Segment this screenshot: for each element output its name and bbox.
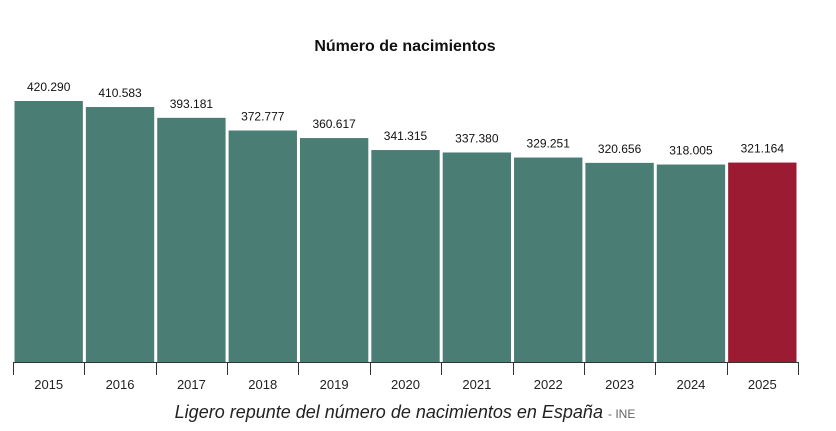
x-tick-label-2018: 2018 (248, 377, 277, 392)
value-label-2017: 393.181 (170, 97, 214, 111)
value-label-2021: 337.380 (455, 131, 499, 145)
caption-source: - INE (607, 407, 636, 421)
x-tick-label-2025: 2025 (748, 377, 777, 392)
value-label-2025: 321.164 (741, 142, 785, 156)
x-tick-label-2022: 2022 (534, 377, 563, 392)
x-tick-label-2023: 2023 (605, 377, 634, 392)
bar-2016 (85, 107, 155, 362)
x-tick-label-2019: 2019 (320, 377, 349, 392)
bar-2025 (728, 162, 797, 362)
value-label-2020: 341.315 (384, 129, 428, 143)
bar-2023 (585, 162, 654, 362)
bar-2019 (299, 138, 369, 362)
value-label-2024: 318.005 (669, 144, 713, 158)
x-tick-label-2015: 2015 (34, 377, 63, 392)
bar-2024 (656, 164, 726, 362)
bar-2022 (514, 157, 583, 362)
bar-2020 (371, 150, 440, 362)
x-tick-label-2016: 2016 (106, 377, 135, 392)
x-tick-label-2021: 2021 (462, 377, 491, 392)
chart-title: Número de nacimientos (314, 38, 496, 55)
value-label-2023: 320.656 (598, 142, 642, 156)
value-label-2015: 420.290 (27, 80, 71, 94)
chart-caption: Ligero repunte del número de nacimientos… (0, 402, 810, 423)
x-tick-label-2020: 2020 (391, 377, 420, 392)
bar-2021 (442, 152, 512, 362)
x-tick-label-2017: 2017 (177, 377, 206, 392)
value-label-2022: 329.251 (527, 137, 571, 151)
bar-2018 (228, 130, 297, 362)
x-tick-label-2024: 2024 (676, 377, 705, 392)
value-label-2018: 372.777 (241, 110, 285, 124)
caption-text: Ligero repunte del número de nacimientos… (174, 402, 603, 422)
value-label-2019: 360.617 (312, 117, 356, 131)
bar-2017 (157, 117, 226, 362)
value-label-2016: 410.583 (98, 86, 142, 100)
bar-2015 (14, 101, 83, 362)
